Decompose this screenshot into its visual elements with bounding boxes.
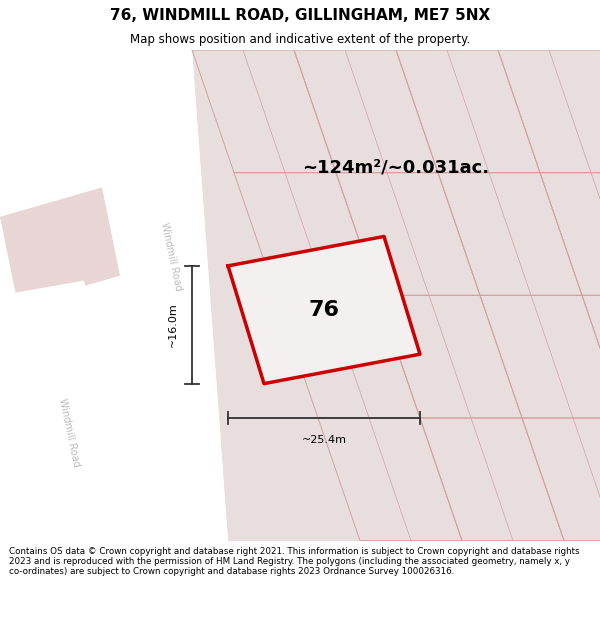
Text: Windmill Road: Windmill Road	[57, 398, 81, 468]
Text: Contains OS data © Crown copyright and database right 2021. This information is : Contains OS data © Crown copyright and d…	[9, 546, 580, 576]
Text: ~16.0m: ~16.0m	[168, 302, 178, 347]
Polygon shape	[294, 50, 438, 172]
Polygon shape	[498, 50, 600, 172]
Polygon shape	[582, 295, 600, 418]
Polygon shape	[192, 50, 600, 541]
Polygon shape	[0, 94, 114, 207]
Polygon shape	[234, 173, 378, 295]
Text: ~25.4m: ~25.4m	[302, 435, 347, 445]
Text: Map shows position and indicative extent of the property.: Map shows position and indicative extent…	[130, 32, 470, 46]
Polygon shape	[438, 173, 582, 295]
Polygon shape	[0, 188, 120, 305]
Polygon shape	[540, 173, 600, 295]
Text: Windmill Road: Windmill Road	[159, 221, 183, 291]
Polygon shape	[12, 334, 96, 541]
Text: 76: 76	[308, 300, 340, 320]
Polygon shape	[318, 418, 462, 541]
Polygon shape	[480, 295, 600, 418]
Polygon shape	[120, 50, 228, 541]
Polygon shape	[192, 50, 336, 172]
Polygon shape	[522, 418, 600, 541]
Polygon shape	[0, 281, 102, 384]
Polygon shape	[276, 295, 420, 418]
Polygon shape	[420, 418, 564, 541]
Polygon shape	[396, 50, 540, 172]
Polygon shape	[336, 173, 480, 295]
Polygon shape	[0, 50, 180, 236]
Text: 76, WINDMILL ROAD, GILLINGHAM, ME7 5NX: 76, WINDMILL ROAD, GILLINGHAM, ME7 5NX	[110, 9, 490, 24]
Polygon shape	[228, 236, 420, 384]
Polygon shape	[378, 295, 522, 418]
Text: ~124m²/~0.031ac.: ~124m²/~0.031ac.	[302, 159, 490, 177]
